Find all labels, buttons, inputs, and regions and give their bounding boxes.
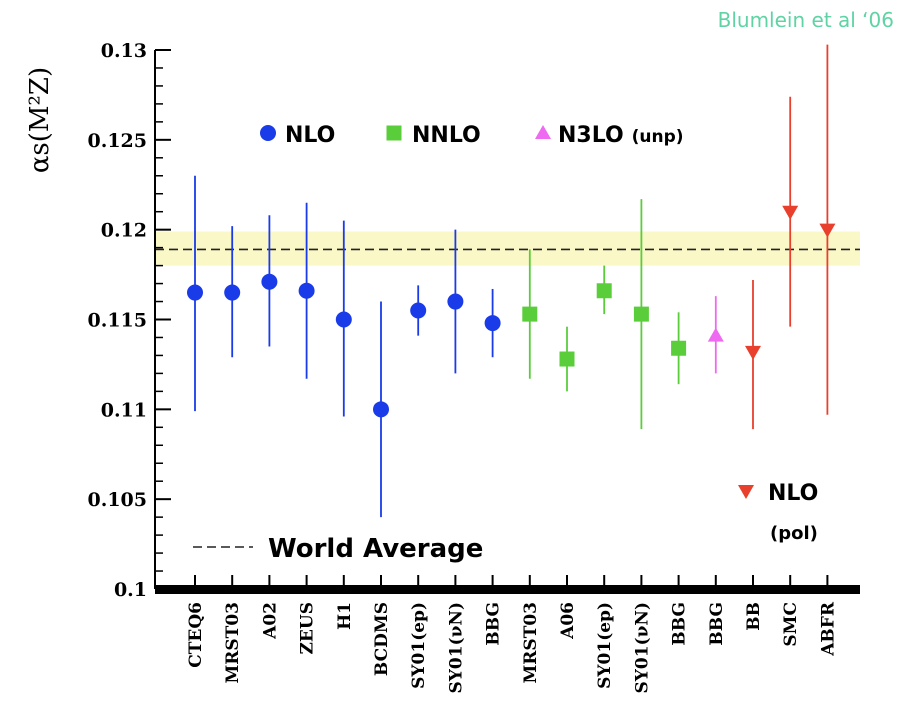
x-tick-label: SY01(ep) bbox=[595, 602, 615, 689]
x-tick-label: MRST03 bbox=[223, 602, 243, 684]
data-point bbox=[373, 401, 389, 418]
data-points bbox=[187, 44, 836, 518]
data-point bbox=[522, 306, 538, 322]
legend-sublabel: (pol) bbox=[770, 523, 818, 544]
x-tick-label: BBG bbox=[707, 602, 727, 646]
data-point bbox=[335, 311, 352, 328]
legend-label: N3LO bbox=[558, 123, 624, 148]
data-point bbox=[671, 340, 687, 356]
legend-marker bbox=[738, 485, 754, 499]
data-point bbox=[819, 223, 836, 238]
data-point bbox=[559, 351, 575, 367]
y-tick-label: 0.105 bbox=[88, 489, 148, 511]
y-tick-label: 0.125 bbox=[88, 130, 148, 152]
x-tick-label: BCDMS bbox=[372, 602, 392, 676]
data-point bbox=[633, 306, 649, 322]
legend-label: NLO bbox=[285, 123, 335, 148]
legend: NLO NNLO N3LO (unp) NLO (pol) World Average bbox=[193, 123, 818, 564]
y-axis: 0.1 0.105 0.11 0.115 0.12 0.125 0.13 bbox=[88, 40, 171, 601]
x-tick-label: BBG bbox=[484, 602, 504, 646]
legend-label: NNLO bbox=[412, 123, 481, 148]
legend-marker bbox=[386, 125, 402, 141]
data-point bbox=[298, 282, 315, 299]
x-tick-label: SY01(νN) bbox=[446, 602, 466, 694]
x-tick-label: BB bbox=[744, 602, 764, 631]
x-tick-label: MRST03 bbox=[521, 602, 541, 684]
data-point bbox=[224, 284, 241, 301]
legend-marker bbox=[535, 125, 551, 139]
y-tick-label: 0.115 bbox=[88, 310, 148, 332]
data-point bbox=[707, 327, 724, 342]
x-tick-label: A02 bbox=[260, 602, 280, 640]
x-tick-label: CTEQ6 bbox=[186, 602, 206, 668]
world-average-legend-label: World Average bbox=[268, 534, 483, 564]
y-tick-label: 0.13 bbox=[101, 40, 147, 62]
world-average-band bbox=[155, 231, 860, 266]
data-point bbox=[410, 302, 427, 319]
y-tick-label: 0.12 bbox=[101, 220, 147, 242]
legend-marker bbox=[260, 125, 276, 141]
x-axis-bar bbox=[155, 585, 860, 594]
data-point bbox=[447, 293, 464, 310]
x-tick-label: A06 bbox=[558, 602, 578, 640]
data-point bbox=[745, 345, 761, 360]
x-tick-label: SY01(νN) bbox=[632, 602, 652, 694]
data-point bbox=[187, 284, 203, 301]
x-axis: CTEQ6 MRST03 A02 ZEUS H1 BCDMS SY01(ep) SY01(νN… bbox=[155, 575, 860, 694]
x-tick-label: H1 bbox=[335, 602, 355, 630]
credit-text: Blumlein et al ‘06 bbox=[717, 8, 894, 32]
legend-label: NLO bbox=[768, 481, 818, 506]
data-point bbox=[484, 315, 501, 332]
y-axis-label: αs(M²Z) bbox=[25, 67, 55, 173]
y-tick-label: 0.11 bbox=[101, 399, 147, 421]
x-tick-label: ABFR bbox=[818, 601, 838, 657]
x-tick-label: SY01(ep) bbox=[409, 602, 429, 689]
x-tick-label: BBG bbox=[670, 602, 690, 646]
legend-sublabel: (unp) bbox=[632, 127, 684, 147]
data-point bbox=[782, 205, 799, 220]
y-tick-label: 0.1 bbox=[114, 579, 147, 601]
x-tick-label: SMC bbox=[781, 602, 801, 647]
data-point bbox=[596, 283, 612, 299]
x-tick-label: ZEUS bbox=[298, 602, 318, 654]
data-point bbox=[261, 273, 278, 290]
